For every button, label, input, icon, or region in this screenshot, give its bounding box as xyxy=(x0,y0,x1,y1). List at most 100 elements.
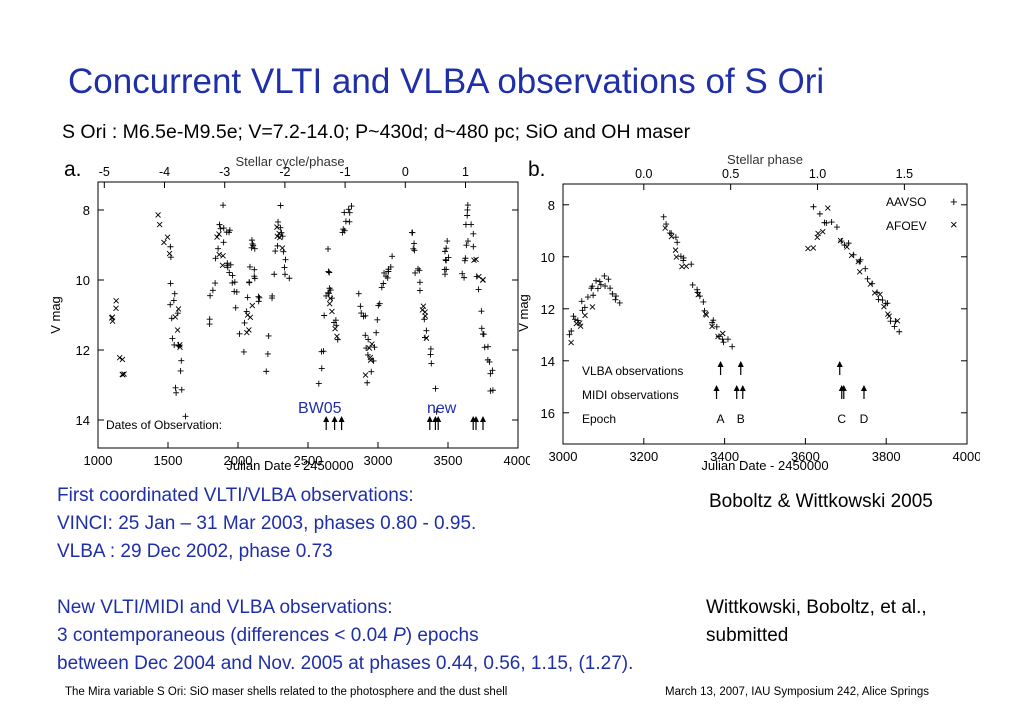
data-point-cross xyxy=(164,234,171,240)
data-point-plus xyxy=(170,297,177,304)
data-point-cross xyxy=(214,234,220,240)
vlba-arrow-head xyxy=(717,361,724,367)
data-point-plus xyxy=(660,213,667,220)
data-point-plus xyxy=(360,313,367,320)
data-point-plus xyxy=(171,290,178,297)
data-point-plus xyxy=(612,296,619,303)
data-point-cross xyxy=(174,327,181,333)
data-point-plus xyxy=(444,238,451,245)
data-point-plus xyxy=(470,230,477,237)
data-point-plus xyxy=(246,279,253,286)
star-parameters-subtitle: S Ori : M6.5e-M9.5e; V=7.2-14.0; P~430d;… xyxy=(62,121,691,143)
data-point-plus xyxy=(427,345,434,352)
data-point-cross xyxy=(819,228,826,235)
data-point-plus xyxy=(674,239,681,246)
data-point-cross xyxy=(279,245,286,251)
data-point-cross xyxy=(473,256,479,263)
data-point-plus xyxy=(572,316,579,323)
data-point-cross xyxy=(329,308,335,315)
data-point-cross xyxy=(216,251,223,258)
data-point-cross xyxy=(155,212,161,218)
data-point-plus xyxy=(729,343,736,350)
period-symbol: P xyxy=(393,625,406,646)
data-point-cross xyxy=(277,234,283,241)
data-point-cross xyxy=(246,327,252,333)
data-point-plus xyxy=(348,203,355,210)
data-point-cross xyxy=(568,339,574,346)
data-point-plus xyxy=(263,368,270,375)
data-point-cross xyxy=(161,239,167,246)
data-point-plus xyxy=(236,330,243,337)
data-point-plus xyxy=(416,279,423,286)
x-tick-label: 3800 xyxy=(872,449,901,464)
data-point-cross xyxy=(589,304,596,310)
epochs-text-end: ) epochs xyxy=(405,625,479,646)
data-point-plus xyxy=(220,239,227,246)
data-point-plus xyxy=(325,268,332,275)
top-tick-label: 0.0 xyxy=(635,167,652,181)
data-point-plus xyxy=(206,316,213,323)
data-point-plus xyxy=(464,212,471,219)
data-point-plus xyxy=(229,279,236,286)
data-point-plus xyxy=(724,336,731,343)
data-point-plus xyxy=(340,226,347,233)
data-point-cross xyxy=(216,231,222,237)
data-point-cross xyxy=(119,356,126,363)
observation-arrow-head xyxy=(426,416,433,422)
x-tick-label: 3200 xyxy=(629,449,658,464)
data-point-plus xyxy=(443,257,450,264)
data-point-plus xyxy=(489,387,496,394)
data-point-plus xyxy=(680,257,687,264)
data-point-plus xyxy=(875,296,882,303)
data-point-plus xyxy=(596,278,603,285)
data-point-plus xyxy=(411,247,418,254)
data-point-plus xyxy=(823,219,830,226)
data-point-plus xyxy=(597,281,604,288)
data-point-plus xyxy=(169,335,176,342)
data-point-plus xyxy=(423,327,430,334)
footer-event: March 13, 2007, IAU Symposium 242, Alice… xyxy=(665,686,929,698)
data-point-plus xyxy=(241,319,248,326)
y-tick-label: 8 xyxy=(548,198,555,213)
data-point-cross xyxy=(119,371,126,378)
data-point-cross xyxy=(881,303,887,310)
data-point-plus xyxy=(584,294,591,301)
data-point-plus xyxy=(286,275,293,282)
data-point-plus xyxy=(226,269,233,276)
data-point-plus xyxy=(884,300,891,307)
data-point-plus xyxy=(590,292,597,299)
x-tick-label: 3000 xyxy=(549,449,578,464)
data-point-plus xyxy=(700,298,707,305)
data-point-plus xyxy=(362,332,369,339)
row-epoch-label: Epoch xyxy=(582,412,616,426)
data-point-plus xyxy=(568,327,575,334)
x-tick-label: 3400 xyxy=(710,449,739,464)
data-point-plus xyxy=(833,224,840,231)
data-point-plus xyxy=(177,367,184,374)
data-point-plus xyxy=(376,300,383,307)
data-point-cross xyxy=(369,341,375,347)
data-point-plus xyxy=(484,343,491,350)
data-point-cross xyxy=(334,333,340,340)
data-point-cross xyxy=(683,263,690,270)
midi-arrow-head xyxy=(733,385,740,391)
data-point-plus xyxy=(172,384,179,391)
data-point-plus xyxy=(281,264,288,271)
page-title: Concurrent VLTI and VLBA observations of… xyxy=(68,62,825,101)
data-point-cross xyxy=(113,297,120,304)
data-point-plus xyxy=(428,360,435,367)
data-point-plus xyxy=(601,272,608,279)
data-point-plus xyxy=(248,237,255,244)
data-point-plus xyxy=(326,290,333,297)
data-point-plus xyxy=(341,209,348,216)
data-point-plus xyxy=(178,386,185,393)
data-point-plus xyxy=(475,286,482,293)
data-point-plus xyxy=(282,256,289,263)
legend-afoev-marker: × xyxy=(950,217,958,232)
y-tick-label: 12 xyxy=(76,343,90,358)
data-point-plus xyxy=(828,219,835,226)
data-point-cross xyxy=(366,345,373,351)
data-point-plus xyxy=(264,350,271,357)
top-tick-label: 1 xyxy=(462,165,469,179)
data-point-cross xyxy=(709,323,715,330)
